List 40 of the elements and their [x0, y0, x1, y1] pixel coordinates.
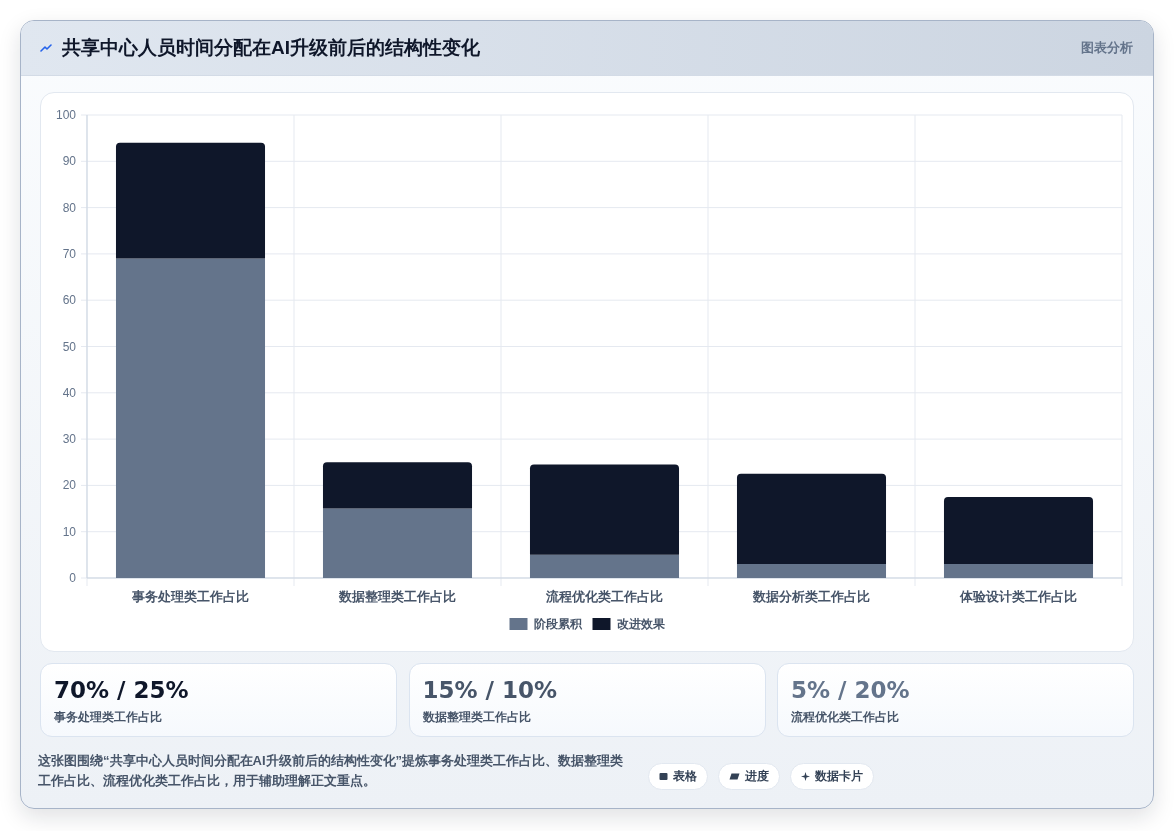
- legend-label: 改进效果: [616, 617, 666, 631]
- text: 这张图围绕“共享中心人员时间分配在AI升级前后的结构性变化”提炼事务处理类工作占比、数据整理类工作占比、流程优化类工作占比，用于辅助理解正文重点。: [38, 752, 624, 790]
- y-tick-label: 50: [62, 339, 77, 354]
- x-tick-label: 体验设计类工作占比: [959, 589, 1077, 604]
- text: 15% / 10%: [422, 676, 558, 704]
- y-tick-label: 80: [62, 200, 77, 215]
- bar: [736, 564, 887, 578]
- bar: [943, 564, 1094, 578]
- y-tick-label: 90: [62, 154, 77, 169]
- text: 70% / 25%: [54, 676, 189, 704]
- y-tick-label: 30: [62, 432, 77, 447]
- y-tick-label: 100: [55, 108, 77, 122]
- x-tick-label: 流程优化类工作占比: [545, 589, 663, 604]
- text: 流程优化类工作占比: [791, 710, 899, 725]
- bar: [736, 473, 887, 565]
- x-tick-label: 数据整理类工作占比: [338, 589, 456, 604]
- text: 数据整理类工作占比: [422, 710, 531, 725]
- text: 数据卡片: [815, 769, 863, 784]
- bar: [115, 258, 266, 578]
- bar: [115, 142, 266, 259]
- y-tick-label: 10: [62, 524, 77, 539]
- bar: [322, 462, 473, 509]
- text: 进度: [745, 769, 769, 784]
- y-tick-label: 70: [62, 246, 77, 261]
- x-tick-label: 数据分析类工作占比: [752, 589, 870, 604]
- chart-title: 共享中心人员时间分配在AI升级前后的结构性变化: [62, 36, 480, 60]
- y-tick-label: 0: [69, 571, 77, 585]
- y-tick-label: 40: [62, 385, 77, 400]
- bar: [943, 496, 1094, 565]
- bar: [529, 464, 680, 555]
- text: 事务处理类工作占比: [54, 710, 162, 725]
- x-tick-label: 事务处理类工作占比: [131, 589, 249, 604]
- y-tick-label: 60: [62, 293, 77, 308]
- y-tick-label: 20: [62, 478, 77, 493]
- bar: [322, 508, 473, 578]
- bar: [529, 554, 680, 578]
- legend-label: 阶段累积: [533, 617, 583, 631]
- text: 5% / 20%: [791, 676, 910, 704]
- text: 图表分析: [1081, 40, 1133, 56]
- text: 表格: [673, 769, 697, 784]
